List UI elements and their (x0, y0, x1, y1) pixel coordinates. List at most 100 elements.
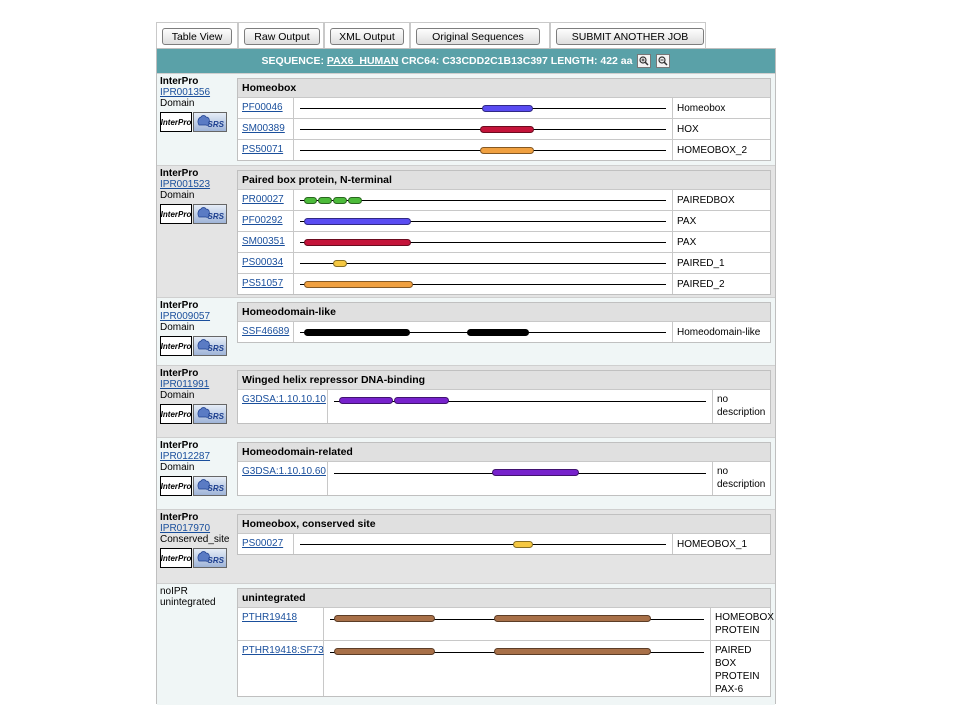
zoom-in-icon[interactable] (637, 54, 652, 68)
srs-logo-text: SRS (207, 412, 224, 421)
srs-logo-text: SRS (207, 212, 224, 221)
match-segment[interactable] (303, 328, 411, 336)
zoom-out-icon[interactable] (656, 54, 671, 68)
original-sequences-button[interactable]: Original Sequences (416, 28, 540, 45)
result-group: InterPro IPR011991 Domain InterPro SRS Winged… (157, 365, 775, 437)
entry-box: Homeodomain-like SSF46689 Homeodomain-like (237, 302, 771, 343)
match-segment[interactable] (303, 196, 318, 204)
entry-box: Homeobox PF00046 Homeobox SM00389 HOX PS50071… (237, 78, 771, 161)
srs-logo-icon[interactable]: SRS (193, 476, 227, 496)
match-segment[interactable] (494, 648, 651, 655)
match-accession-link[interactable]: PS51057 (238, 274, 294, 294)
match-accession-link[interactable]: PR00027 (238, 190, 294, 210)
match-segment[interactable] (393, 397, 450, 404)
match-row: PS00027 HOMEOBOX_1 (238, 533, 770, 554)
srs-logo-icon[interactable]: SRS (193, 336, 227, 356)
match-track (300, 322, 666, 342)
match-segment[interactable] (467, 328, 529, 336)
match-segment[interactable] (303, 217, 411, 225)
match-accession-link[interactable]: PS50071 (238, 140, 294, 160)
interpro-id-link[interactable]: IPR009057 (160, 311, 211, 322)
toolbar-tab: Original Sequences (410, 22, 550, 48)
interpro-id-link[interactable]: IPR001523 (160, 179, 211, 190)
match-accession-link[interactable]: PF00292 (238, 211, 294, 231)
match-accession-link[interactable]: PS00034 (238, 253, 294, 273)
match-segment[interactable] (333, 196, 347, 204)
match-segment[interactable] (491, 469, 580, 476)
submit-another-job-button[interactable]: SUBMIT ANOTHER JOB (556, 28, 704, 45)
match-segment[interactable] (494, 615, 651, 622)
match-track (300, 190, 666, 210)
match-row: PTHR19418:SF73 PAIRED BOX PROTEIN PAX-6 (238, 640, 770, 696)
match-row: PR00027 PAIREDBOX (238, 189, 770, 210)
sequence-prefix: SEQUENCE: (261, 55, 324, 67)
match-description: PAX (672, 232, 770, 252)
interpro-logo-icon[interactable]: InterPro (160, 336, 192, 356)
entry-kind: Domain (160, 98, 195, 109)
srs-logo-icon[interactable]: SRS (193, 112, 227, 132)
entry-title: unintegrated (238, 589, 770, 607)
match-description: Homeobox (672, 98, 770, 118)
interpro-label: InterPro (160, 512, 199, 523)
match-row: SSF46689 Homeodomain-like (238, 321, 770, 342)
match-segment[interactable] (333, 259, 347, 267)
interpro-logo-icon[interactable]: InterPro (160, 112, 192, 132)
results-panel: SEQUENCE: PAX6_HUMAN CRC64: C33CDD2C1B13… (156, 48, 776, 705)
toolbar-tab: Raw Output (238, 22, 324, 48)
match-accession-link[interactable]: SM00351 (238, 232, 294, 252)
srs-logo-text: SRS (207, 556, 224, 565)
interpro-label: InterPro (160, 168, 199, 179)
match-track (300, 253, 666, 273)
srs-logo-icon[interactable]: SRS (193, 548, 227, 568)
sequence-line (300, 242, 666, 243)
match-accession-link[interactable]: G3DSA:1.10.10.60 (238, 462, 328, 495)
match-accession-link[interactable]: SM00389 (238, 119, 294, 139)
match-segment[interactable] (513, 540, 534, 548)
match-segment[interactable] (339, 397, 394, 404)
match-segment[interactable] (482, 104, 534, 112)
toolbar-tab: Table View (156, 22, 238, 48)
interpro-logo-icon[interactable]: InterPro (160, 548, 192, 568)
srs-logo-icon[interactable]: SRS (193, 404, 227, 424)
table-view-button[interactable]: Table View (162, 28, 232, 45)
raw-output-button[interactable]: Raw Output (244, 28, 320, 45)
match-track (300, 98, 666, 118)
match-accession-link[interactable]: PTHR19418:SF73 (238, 641, 324, 696)
match-accession-link[interactable]: G3DSA:1.10.10.10 (238, 390, 328, 423)
match-track (300, 232, 666, 252)
entry-kind: Domain (160, 390, 195, 401)
interpro-id-link[interactable]: IPR017970 (160, 523, 211, 534)
match-row: PF00046 Homeobox (238, 97, 770, 118)
match-segment[interactable] (333, 615, 436, 622)
match-segment[interactable] (303, 280, 413, 288)
interpro-id-link[interactable]: IPR001356 (160, 87, 211, 98)
match-accession-link[interactable]: PS00027 (238, 534, 294, 554)
match-accession-link[interactable]: SSF46689 (238, 322, 294, 342)
sequence-header: SEQUENCE: PAX6_HUMAN CRC64: C33CDD2C1B13… (157, 49, 775, 73)
unintegrated-label: unintegrated (160, 597, 216, 608)
match-description: no description (712, 390, 770, 423)
match-segment[interactable] (318, 196, 333, 204)
match-segment[interactable] (333, 648, 436, 655)
match-segment[interactable] (480, 125, 535, 133)
sequence-name-link[interactable]: PAX6_HUMAN (326, 55, 399, 67)
match-description: HOMEOBOX_2 (672, 140, 770, 160)
match-description: HOMEOBOX_1 (672, 534, 770, 554)
xml-output-button[interactable]: XML Output (330, 28, 404, 45)
interpro-logo-icon[interactable]: InterPro (160, 204, 192, 224)
interpro-label: InterPro (160, 440, 199, 451)
result-group: InterPro IPR009057 Domain InterPro SRS Homeod… (157, 297, 775, 365)
match-segment[interactable] (480, 146, 535, 154)
sequence-line (300, 544, 666, 545)
srs-logo-icon[interactable]: SRS (193, 204, 227, 224)
interpro-logo-icon[interactable]: InterPro (160, 476, 192, 496)
match-track (334, 390, 706, 411)
interpro-id-link[interactable]: IPR012287 (160, 451, 211, 462)
interpro-id-link[interactable]: IPR011991 (160, 379, 210, 390)
match-track (330, 608, 704, 629)
match-accession-link[interactable]: PTHR19418 (238, 608, 324, 640)
match-accession-link[interactable]: PF00046 (238, 98, 294, 118)
match-segment[interactable] (303, 238, 411, 246)
interpro-logo-icon[interactable]: InterPro (160, 404, 192, 424)
match-segment[interactable] (347, 196, 363, 204)
